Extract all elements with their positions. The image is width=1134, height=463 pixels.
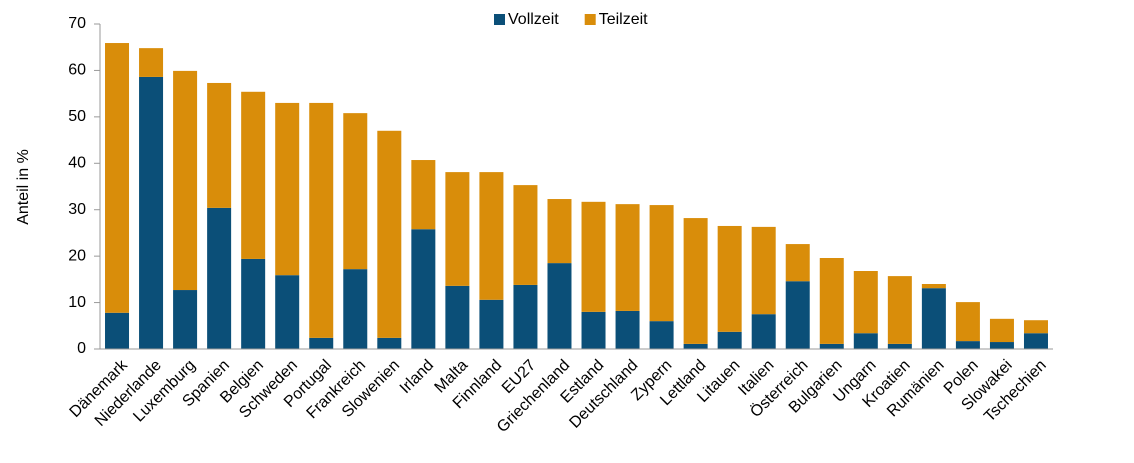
- bar-segment: [853, 271, 878, 334]
- bar-segment: [921, 288, 946, 349]
- bar-segment: [377, 130, 402, 338]
- bar-segment: [581, 201, 606, 312]
- bar-segment: [615, 204, 640, 311]
- bar-segment: [717, 225, 742, 332]
- bar-segment: [241, 91, 266, 259]
- bar-segment: [683, 218, 708, 344]
- x-tick-label: Irland: [397, 357, 437, 397]
- y-tick-label: 20: [68, 247, 86, 264]
- bar-segment: [547, 199, 572, 264]
- bar-segment: [173, 290, 198, 349]
- bar-segment: [513, 185, 538, 285]
- bar-segment: [173, 70, 198, 291]
- bar-segment: [1023, 333, 1048, 349]
- bar-segment: [989, 342, 1014, 349]
- bar-segment: [479, 299, 504, 349]
- y-tick-label: 40: [68, 155, 86, 172]
- bar-segment: [547, 263, 572, 349]
- bar-segment: [105, 43, 130, 313]
- bar-segment: [275, 102, 300, 276]
- y-tick-label: 10: [68, 294, 86, 311]
- bar-segment: [785, 281, 810, 349]
- y-tick-label: 0: [77, 340, 86, 357]
- bar-segment: [445, 172, 470, 286]
- bar-segment: [785, 244, 810, 282]
- legend-swatch: [494, 14, 505, 25]
- y-tick-label: 30: [68, 201, 86, 218]
- bar-segment: [1023, 320, 1048, 334]
- bar-segment: [445, 285, 470, 349]
- y-tick-label: 50: [68, 108, 86, 125]
- bar-segment: [649, 321, 674, 349]
- bar-segment: [207, 82, 232, 208]
- bar-segment: [683, 343, 708, 349]
- bar-segment: [309, 102, 334, 338]
- bar-segment: [105, 312, 130, 349]
- legend-label: Vollzeit: [508, 11, 559, 28]
- bar-segment: [377, 337, 402, 349]
- bar-segment: [887, 276, 912, 344]
- bar-segment: [343, 269, 368, 349]
- bar-segment: [717, 331, 742, 349]
- bar-segment: [241, 258, 266, 349]
- y-tick-label: 70: [68, 15, 86, 32]
- bar-segment: [887, 343, 912, 349]
- bar-segment: [649, 205, 674, 322]
- bar-segment: [207, 207, 232, 349]
- bar-segment: [853, 333, 878, 349]
- legend-swatch: [584, 14, 596, 25]
- bar-segment: [751, 314, 776, 349]
- bar-segment: [275, 275, 300, 349]
- bar-segment: [343, 113, 368, 270]
- bar-segment: [309, 337, 334, 349]
- bar-segment: [139, 76, 164, 349]
- y-tick-label: 60: [68, 62, 86, 79]
- bar-segment: [819, 258, 844, 344]
- bar-segment: [513, 284, 538, 349]
- bar-segment: [921, 284, 946, 289]
- bar-segment: [955, 302, 980, 342]
- bar-segment: [411, 229, 436, 349]
- bar-segment: [819, 343, 844, 349]
- bar-segment: [751, 226, 776, 315]
- bar-segment: [989, 318, 1014, 343]
- bar-segment: [955, 341, 980, 349]
- bar-segment: [479, 172, 504, 300]
- bar-segment: [139, 48, 164, 77]
- legend-label: Teilzeit: [599, 11, 648, 28]
- bar-segment: [581, 311, 606, 349]
- y-axis-label: Anteil in %: [15, 149, 32, 225]
- bar-segment: [411, 160, 436, 230]
- bar-segment: [615, 310, 640, 349]
